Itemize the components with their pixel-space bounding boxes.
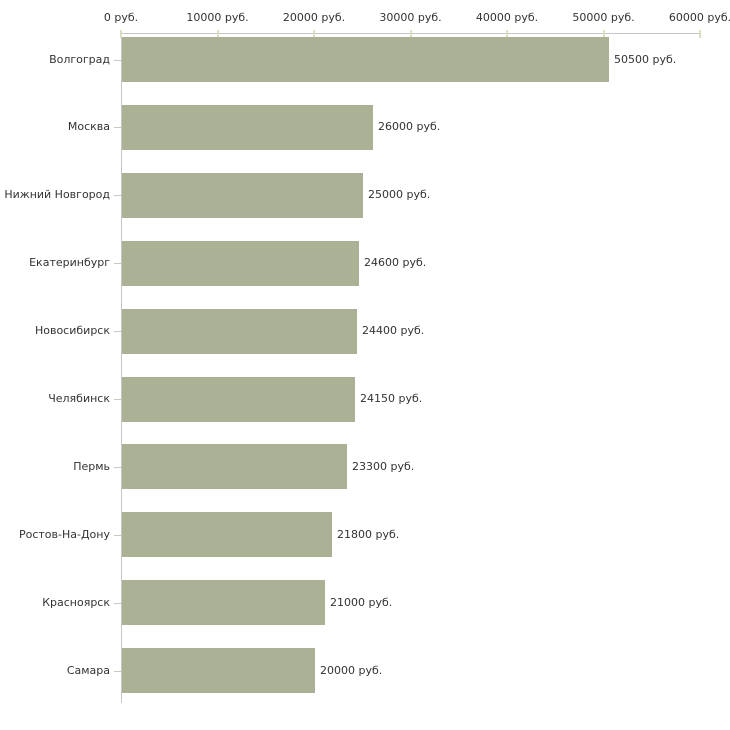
category-label: Нижний Новгород [4,188,110,202]
value-label: 23300 руб. [352,459,415,473]
x-axis-tick-label: 20000 руб. [282,11,346,24]
category-label: Челябинск [48,392,110,405]
bar [122,648,315,694]
category-label: Волгоград [49,52,110,66]
category-tick-mark [114,127,121,128]
x-axis-tick-label: 50000 руб. [572,11,635,24]
bar [122,240,359,286]
category-label: Ростов-На-Дону [18,527,110,541]
value-label: 24150 руб. [360,392,423,405]
bar [122,512,332,558]
category-tick-mark [114,671,121,672]
category-label: Самара [66,663,110,677]
value-label: 25000 руб. [368,188,431,202]
value-label: 50500 руб. [614,52,677,66]
category-tick-mark [114,60,121,61]
x-axis-tick-mark [313,30,315,38]
category-tick-mark [114,263,121,264]
x-axis-tick-mark [120,30,122,38]
value-label: 21800 руб. [337,527,400,541]
category-label: Екатеринбург [29,256,110,270]
x-axis-tick-label: 10000 руб. [186,11,249,24]
value-label: 24600 руб. [364,256,427,270]
category-tick-mark [114,195,121,196]
bar [122,308,357,354]
value-label: 20000 руб. [320,663,383,677]
category-label: Новосибирск [34,324,110,338]
value-label: 24400 руб. [362,324,425,338]
bar [122,104,373,150]
category-label: Красноярск [42,595,110,609]
bar [122,580,325,626]
y-axis-line [121,33,122,703]
category-tick-mark [114,467,121,468]
bar [122,444,347,490]
x-axis-tick-mark [409,30,412,38]
x-axis-tick-mark [506,30,508,38]
x-axis-tick-label: 0 руб. [103,11,139,24]
category-tick-mark [114,535,121,536]
x-axis-tick-mark [602,30,605,38]
value-label: 26000 руб. [378,120,441,134]
x-axis-tick-mark [216,30,219,38]
category-tick-mark [114,603,121,604]
bar [122,172,363,218]
value-label: 21000 руб. [330,595,393,609]
category-label: Пермь [73,459,110,473]
x-axis-tick-label: 60000 руб. [668,11,730,24]
x-axis-tick-mark [699,30,701,38]
category-tick-mark [114,399,121,400]
category-tick-mark [114,331,121,332]
bar [122,37,609,82]
x-axis-tick-label: 40000 руб. [475,11,539,24]
x-axis-tick-label: 30000 руб. [379,11,442,24]
category-label: Москва [67,120,110,134]
bar [122,376,355,422]
